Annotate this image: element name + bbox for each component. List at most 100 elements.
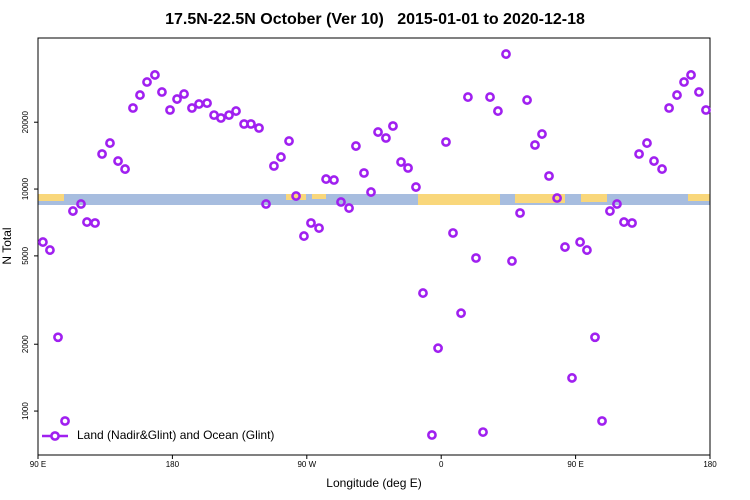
land-segment: [418, 194, 500, 205]
x-tick-label: 90 W: [297, 460, 316, 469]
point: [575, 237, 585, 247]
x-tick-label: 0: [439, 460, 444, 469]
point: [649, 156, 659, 166]
point: [351, 141, 361, 151]
point: [269, 161, 279, 171]
point: [344, 203, 354, 213]
point: [82, 217, 92, 227]
point: [53, 332, 63, 343]
point: [388, 121, 398, 131]
point: [634, 149, 644, 159]
x-tick-label: 90 E: [567, 460, 583, 469]
point: [552, 193, 562, 203]
plot-frame: [37, 37, 711, 456]
point: [142, 77, 152, 87]
point: [172, 94, 182, 104]
land-segment: [688, 194, 710, 201]
point: [373, 127, 383, 137]
point: [501, 49, 511, 59]
point: [590, 332, 600, 343]
point: [216, 113, 226, 123]
legend-marker: [50, 431, 60, 441]
point: [276, 152, 286, 162]
y-tick-label: 2000: [21, 335, 30, 353]
point: [433, 343, 443, 354]
land-segment: [581, 194, 607, 202]
point: [507, 256, 517, 266]
point: [45, 245, 55, 255]
point: [396, 157, 406, 167]
x-tick-label: 180: [166, 460, 180, 469]
point: [157, 87, 167, 97]
legend-entry: Land (Nadir&Glint) and Ocean (Glint): [42, 428, 274, 442]
point: [478, 427, 488, 437]
point: [120, 164, 130, 174]
point: [284, 136, 294, 146]
point: [441, 137, 451, 147]
point: [113, 156, 123, 166]
point: [619, 217, 629, 227]
point: [231, 106, 241, 116]
point: [612, 199, 622, 209]
point: [657, 164, 667, 174]
surface-strip: [38, 194, 710, 205]
point: [642, 138, 652, 148]
point: [76, 199, 86, 209]
point: [366, 187, 376, 197]
point: [321, 174, 331, 184]
land-segment: [286, 194, 306, 200]
point: [537, 129, 547, 139]
point: [605, 206, 615, 216]
point: [336, 197, 346, 207]
land-segment: [38, 194, 64, 201]
y-tick-label: 1000: [21, 402, 30, 420]
point: [128, 103, 138, 113]
point: [493, 106, 503, 116]
point: [686, 70, 696, 80]
point: [381, 133, 391, 143]
point: [485, 92, 495, 102]
point: [38, 237, 48, 247]
y-tick-label: 20000: [21, 111, 30, 134]
point: [701, 105, 711, 115]
point: [105, 138, 115, 148]
point: [627, 218, 637, 228]
point: [306, 218, 316, 228]
point: [403, 163, 413, 173]
point: [522, 95, 532, 105]
point: [530, 140, 540, 150]
point: [664, 103, 674, 113]
point: [582, 245, 592, 255]
point: [90, 218, 100, 228]
legend-label: Land (Nadir&Glint) and Ocean (Glint): [77, 428, 274, 442]
x-tick-label: 90 E: [30, 460, 46, 469]
point: [261, 199, 271, 209]
point: [672, 90, 682, 100]
point: [597, 416, 607, 426]
point: [224, 110, 234, 121]
point: [246, 119, 256, 129]
point: [448, 228, 458, 238]
point: [202, 98, 212, 109]
point: [427, 430, 437, 440]
y-axis-label: N Total: [0, 227, 14, 264]
x-tick-label: 180: [703, 460, 717, 469]
point: [515, 208, 525, 218]
point: [314, 223, 324, 233]
x-axis-label: Longitude (deg E): [326, 476, 421, 490]
y-tick-label: 10000: [21, 177, 30, 200]
point: [679, 77, 689, 87]
point: [560, 242, 570, 252]
point: [329, 175, 339, 185]
point: [299, 231, 309, 241]
point: [97, 149, 107, 159]
point: [463, 92, 473, 102]
chart-title: 17.5N-22.5N October (Ver 10) 2015-01-01 …: [165, 11, 585, 28]
point: [411, 182, 421, 192]
land-segment: [312, 194, 326, 199]
point: [254, 123, 264, 133]
point: [179, 89, 189, 99]
point: [456, 308, 466, 319]
point: [165, 105, 175, 115]
